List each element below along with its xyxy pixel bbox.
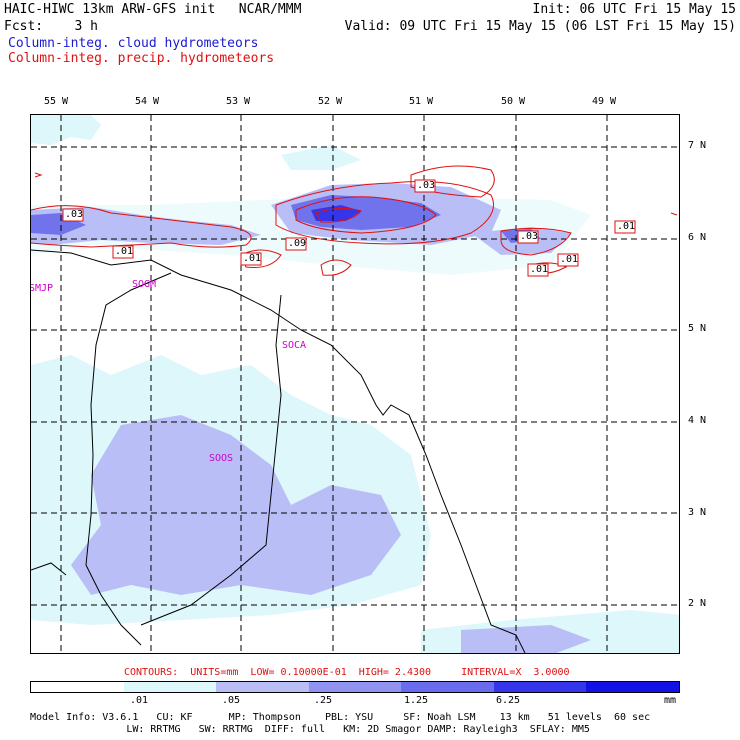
scale-swatch — [493, 682, 587, 692]
legend-precip: Column-integ. precip. hydrometeors — [8, 51, 275, 66]
model-info-line1: Model Info: V3.6.1 CU: KF MP: Thompson P… — [30, 712, 651, 723]
scale-unit: mm — [664, 695, 677, 706]
lon-label: 53 W — [226, 96, 251, 107]
contour-label: .01 — [617, 221, 636, 232]
scale-tick: 1.25 — [404, 695, 429, 706]
lon-label: 51 W — [409, 96, 434, 107]
valid-time: Valid: 09 UTC Fri 15 May 15 (06 LST Fri … — [344, 19, 736, 34]
scale-swatch — [216, 682, 309, 692]
lat-label: 6 N — [688, 232, 707, 243]
station-label: SMJP — [30, 283, 54, 294]
init-time: Init: 06 UTC Fri 15 May 15 — [532, 2, 737, 17]
contour-label: .03 — [417, 180, 436, 191]
model-info-line2: LW: RRTMG SW: RRTMG DIFF: full KM: 2D Sm… — [30, 724, 590, 735]
station-label: SOCA — [282, 340, 307, 351]
scale-tick: .05 — [222, 695, 241, 706]
lat-label: 2 N — [688, 598, 707, 609]
lat-label: 3 N — [688, 507, 707, 518]
lon-label: 55 W — [44, 96, 69, 107]
contour-label: .01 — [115, 246, 134, 257]
scale-swatch — [586, 682, 680, 692]
lat-label: 7 N — [688, 140, 707, 151]
contour-label-boxes — [62, 179, 636, 277]
lon-label: 52 W — [318, 96, 343, 107]
contour-label: .09 — [288, 238, 307, 249]
map-canvas — [31, 115, 679, 653]
lon-label: 54 W — [135, 96, 160, 107]
contour-label: .03 — [65, 209, 84, 220]
lat-label: 5 N — [688, 323, 707, 334]
scale-tick: .25 — [314, 695, 333, 706]
graticule — [31, 115, 679, 653]
scale-swatch — [31, 682, 124, 692]
scale-tick: 6.25 — [496, 695, 521, 706]
scale-swatch — [308, 682, 402, 692]
lat-label: 4 N — [688, 415, 707, 426]
map-panel: .03 .01 .01 .09 .03 .03 .01 .01 .01 SMJP… — [30, 114, 680, 654]
coastline — [31, 249, 526, 653]
lon-label: 50 W — [501, 96, 526, 107]
scale-swatch — [401, 682, 494, 692]
lon-label: 49 W — [592, 96, 617, 107]
scale-tick: .01 — [130, 695, 149, 706]
station-label: SOGM — [132, 279, 157, 290]
legend-cloud: Column-integ. cloud hydrometeors — [8, 36, 259, 51]
contour-label: .01 — [243, 253, 262, 264]
color-scale-bar — [30, 681, 680, 693]
contour-label: .03 — [520, 231, 539, 242]
scale-swatch — [123, 682, 217, 692]
station-label: SOOS — [209, 453, 234, 464]
contour-info: CONTOURS: UNITS=mm LOW= 0.10000E-01 HIGH… — [124, 667, 570, 678]
contour-label: .01 — [530, 264, 549, 275]
forecast-hour: Fcst: 3 h — [4, 19, 98, 34]
contour-label: .01 — [560, 254, 579, 265]
plot-title: HAIC-HIWC 13km ARW-GFS init NCAR/MMM — [4, 2, 302, 17]
